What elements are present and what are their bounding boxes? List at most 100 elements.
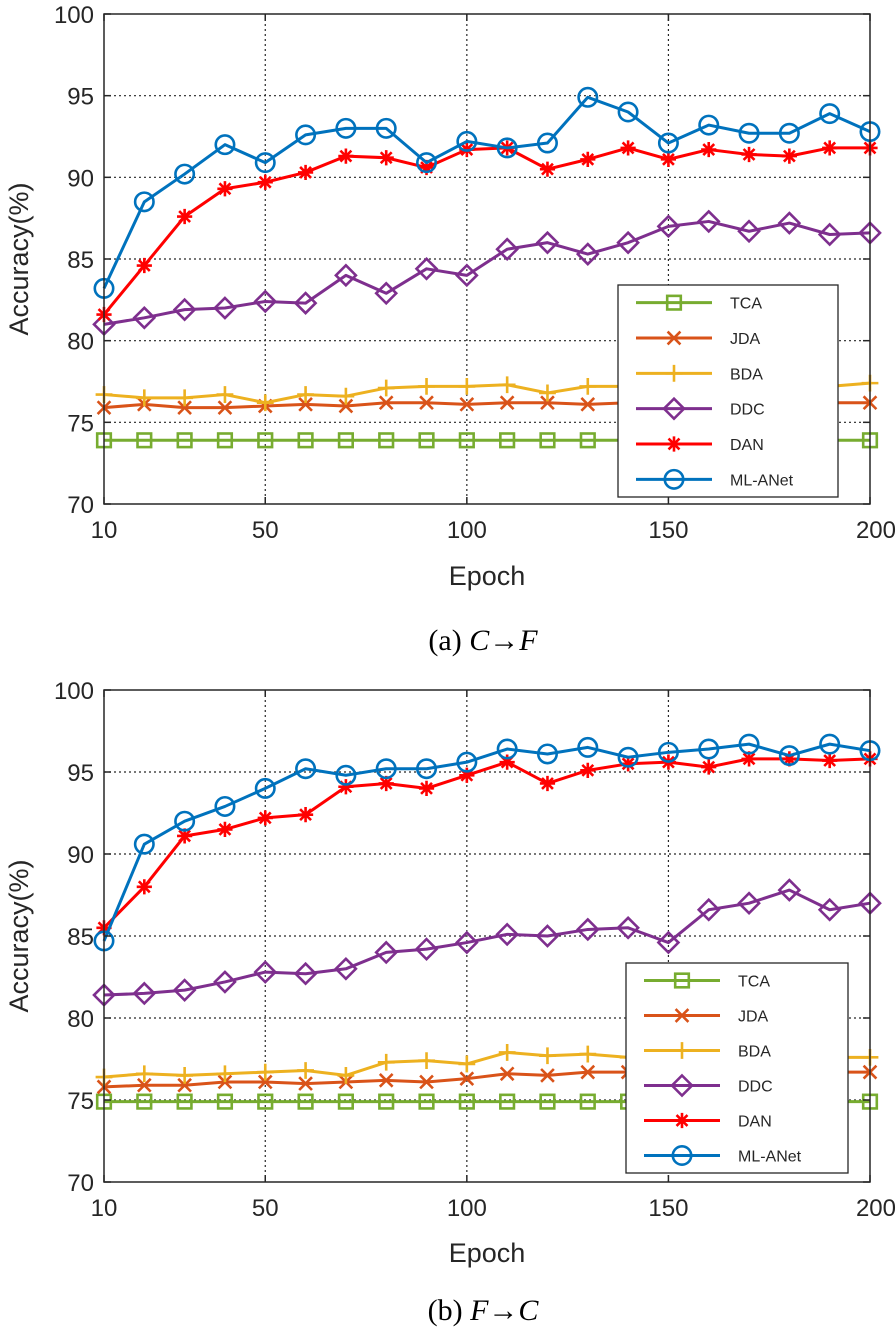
- data-point-jda: [378, 395, 394, 411]
- data-point-dan: [459, 767, 475, 783]
- data-point-ml-anet: [295, 758, 317, 780]
- data-point-jda: [378, 1073, 394, 1088]
- data-point-tca: [297, 1093, 314, 1110]
- data-point-dan: [378, 150, 394, 166]
- data-point-ml-anet: [456, 751, 478, 773]
- data-point-tca: [539, 432, 556, 449]
- x-tick-label: 50: [252, 517, 279, 544]
- data-point-ml-anet: [657, 741, 679, 763]
- caption-label: (a): [428, 624, 469, 657]
- data-point-bda: [216, 1065, 234, 1083]
- data-point-tca: [257, 1093, 274, 1110]
- data-point-ml-anet: [375, 758, 397, 780]
- legend-marker-dan: [666, 436, 682, 452]
- data-point-ml-anet: [778, 122, 800, 144]
- data-point-dan: [660, 151, 677, 167]
- data-point-dan: [741, 751, 757, 767]
- data-point-dan: [297, 164, 314, 181]
- data-point-ddc: [495, 237, 519, 262]
- data-point-ml-anet: [617, 746, 639, 768]
- legend-marker-ddc: [670, 1073, 694, 1098]
- data-point-bda: [498, 1044, 516, 1061]
- caption-expression: F→C: [469, 1294, 539, 1327]
- data-point-ddc: [656, 930, 681, 955]
- y-tick-label: 70: [67, 1170, 94, 1197]
- data-point-bda: [579, 1045, 597, 1063]
- data-point-bda: [256, 1063, 274, 1081]
- data-point-dan: [822, 752, 838, 769]
- data-point-tca: [579, 432, 596, 449]
- data-point-dan: [781, 148, 797, 164]
- legend-label-ddc: DDC: [738, 1079, 773, 1096]
- data-point-ml-anet: [335, 764, 357, 786]
- legend-marker-ml-anet: [671, 1145, 693, 1167]
- data-point-ddc: [374, 940, 399, 965]
- data-point-bda: [297, 386, 314, 403]
- legend-marker-tca: [665, 294, 683, 311]
- data-point-bda: [458, 1055, 476, 1073]
- data-point-jda: [338, 398, 354, 414]
- series-line-ml-anet: [102, 742, 871, 942]
- data-point-jda: [580, 397, 596, 412]
- data-point-ml-anet: [416, 152, 438, 174]
- data-point-dan: [136, 257, 152, 274]
- data-point-ddc: [737, 891, 761, 916]
- data-point-ddc: [455, 263, 479, 288]
- data-point-bda: [256, 394, 274, 412]
- data-point-tca: [136, 432, 153, 449]
- legend: TCA JDA BDA DDC DAN ML-ANet: [617, 284, 839, 498]
- data-point-tca: [337, 1093, 354, 1110]
- data-point-ddc: [293, 961, 318, 986]
- data-point-bda: [176, 1067, 194, 1084]
- data-point-ml-anet: [416, 758, 438, 780]
- data-point-tca: [458, 432, 475, 449]
- y-tick-label: 80: [67, 329, 94, 356]
- data-point-ddc: [293, 291, 318, 315]
- data-point-ml-anet: [698, 738, 720, 760]
- data-point-tca: [499, 432, 516, 449]
- data-point-tca: [499, 1093, 516, 1110]
- data-point-ml-anet: [214, 795, 236, 817]
- y-tick-label: 100: [54, 678, 94, 705]
- data-point-bda: [176, 389, 194, 407]
- legend-marker-jda: [666, 330, 682, 346]
- x-tick-label: 100: [447, 517, 487, 544]
- x-tick-label: 200: [856, 517, 896, 544]
- data-point-dan: [539, 775, 556, 792]
- y-tick-label: 95: [67, 760, 94, 787]
- series-ml-anet: [93, 733, 881, 952]
- data-point-tca: [136, 1093, 153, 1110]
- data-point-ml-anet: [295, 124, 317, 146]
- data-point-ddc: [334, 263, 358, 288]
- legend-label-ddc: DDC: [730, 402, 765, 419]
- data-point-ddc: [535, 230, 560, 255]
- data-point-jda: [177, 1077, 192, 1093]
- data-point-dan: [297, 807, 314, 823]
- data-point-ml-anet: [577, 736, 599, 758]
- x-tick-label: 10: [91, 517, 118, 544]
- data-point-ddc: [414, 256, 439, 281]
- data-point-ddc: [616, 230, 640, 255]
- y-tick-label: 90: [67, 842, 94, 869]
- data-point-bda: [135, 389, 153, 407]
- data-point-dan: [620, 756, 636, 772]
- data-point-bda: [498, 376, 516, 394]
- legend-label-ml-anet: ML-ANet: [738, 1149, 802, 1166]
- data-point-dan: [822, 140, 838, 156]
- data-point-ml-anet: [536, 743, 558, 765]
- data-point-jda: [217, 400, 233, 415]
- data-point-bda: [418, 378, 435, 395]
- data-point-tca: [418, 432, 435, 449]
- data-point-ml-anet: [133, 833, 155, 855]
- legend-box: [625, 962, 849, 1174]
- data-point-bda: [377, 1053, 395, 1071]
- data-point-tca: [539, 1093, 556, 1110]
- data-point-bda: [135, 1065, 153, 1083]
- x-tick-label: 150: [648, 1195, 688, 1222]
- y-tick-label: 80: [67, 1006, 94, 1033]
- panel-caption: (b) F→C: [428, 1294, 540, 1327]
- y-tick-label: 75: [67, 410, 94, 437]
- data-point-tca: [337, 432, 354, 449]
- data-point-dan: [257, 810, 273, 826]
- legend: TCA JDA BDA DDC DAN ML-ANet: [625, 962, 849, 1174]
